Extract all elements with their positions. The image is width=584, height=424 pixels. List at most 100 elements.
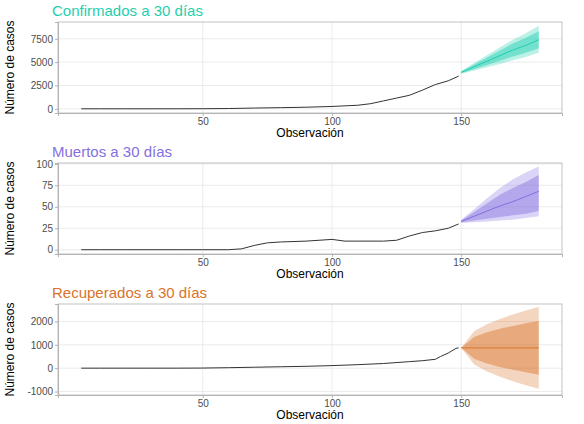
y-axis-title: Número de casos bbox=[3, 302, 17, 396]
tick-label: 0 bbox=[47, 104, 53, 115]
tick-label: 75 bbox=[42, 180, 54, 191]
plot-background bbox=[58, 163, 562, 254]
observed-line bbox=[81, 76, 458, 109]
tick-mark bbox=[55, 228, 58, 229]
tick: 7500 bbox=[31, 34, 58, 45]
marks bbox=[81, 166, 538, 249]
tick: 5000 bbox=[31, 57, 58, 68]
axis-line bbox=[55, 305, 59, 396]
tick-mark bbox=[55, 185, 58, 186]
grid-line bbox=[58, 321, 562, 322]
tick: 150 bbox=[453, 113, 470, 127]
tick-label: 150 bbox=[453, 116, 470, 127]
x-axis: 50 100 150 bbox=[59, 254, 563, 268]
tick: 75 bbox=[42, 180, 58, 191]
tick: 100 bbox=[324, 395, 341, 409]
axis-line bbox=[55, 164, 59, 255]
tick-mark bbox=[55, 39, 58, 40]
tick: 100 bbox=[324, 254, 341, 268]
grid-line bbox=[58, 185, 562, 186]
tick-label: 2500 bbox=[31, 80, 54, 91]
marks bbox=[81, 26, 538, 109]
tick: 50 bbox=[198, 113, 210, 127]
tick: 2500 bbox=[31, 80, 58, 91]
x-axis: 50 100 150 bbox=[59, 113, 563, 127]
tick-label: 0 bbox=[47, 363, 53, 374]
grid-line bbox=[331, 22, 332, 113]
observed-line bbox=[81, 348, 458, 368]
grid-line bbox=[58, 228, 562, 229]
tick-label: 2000 bbox=[31, 316, 54, 327]
band-80 bbox=[461, 175, 539, 222]
plot-frame bbox=[58, 22, 562, 113]
tick-mark bbox=[55, 62, 58, 63]
grid-line bbox=[461, 304, 462, 395]
panel: Recuperados a 30 días-100001000200050100… bbox=[3, 284, 563, 422]
grid-line bbox=[331, 304, 332, 395]
band-80 bbox=[461, 31, 539, 73]
y-axis: 0 2500 5000 7500 bbox=[31, 23, 59, 115]
grid bbox=[58, 304, 562, 395]
tick-label: 7500 bbox=[31, 34, 54, 45]
tick-label: 5000 bbox=[31, 57, 54, 68]
tick-label: 50 bbox=[42, 201, 54, 212]
plot-background bbox=[58, 22, 562, 113]
y-axis: -1000 0 1000 2000 bbox=[27, 305, 58, 398]
tick-label: -1000 bbox=[27, 386, 53, 397]
tick-mark bbox=[55, 250, 58, 251]
axis-line bbox=[59, 396, 563, 399]
chart-title: Confirmados a 30 días bbox=[52, 2, 203, 19]
grid bbox=[58, 22, 562, 113]
y-axis-title: Número de casos bbox=[3, 161, 17, 255]
tick: 50 bbox=[42, 201, 58, 212]
grid-line bbox=[58, 85, 562, 86]
grid-line bbox=[58, 163, 562, 164]
panel: Confirmados a 30 días 0 2500 5000 7500 50 100 1… bbox=[3, 2, 563, 140]
grid-line bbox=[202, 22, 203, 113]
band-95 bbox=[461, 307, 539, 389]
plot-frame bbox=[58, 304, 562, 395]
tick-label: 0 bbox=[47, 244, 53, 255]
tick-label: 50 bbox=[198, 398, 210, 409]
tick-label: 50 bbox=[198, 257, 210, 268]
grid-line bbox=[461, 163, 462, 254]
y-axis: 0 25 50 75 100 bbox=[36, 159, 58, 256]
tick-mark bbox=[55, 345, 58, 346]
observed-line bbox=[81, 224, 458, 250]
panel: Muertos a 30 días 0 25 50 75 100 50 100 150 Obser… bbox=[3, 143, 563, 281]
forecast-line bbox=[461, 347, 539, 348]
tick: 1000 bbox=[31, 340, 58, 351]
plot-frame bbox=[58, 163, 562, 254]
y-axis-title: Número de casos bbox=[3, 20, 17, 114]
band-80 bbox=[461, 321, 539, 375]
grid-line bbox=[331, 163, 332, 254]
tick: 50 bbox=[198, 395, 210, 409]
forecast-line bbox=[461, 191, 539, 221]
grid-line bbox=[202, 304, 203, 395]
tick: 100 bbox=[324, 113, 341, 127]
tick-label: 150 bbox=[453, 398, 470, 409]
chart-title: Muertos a 30 días bbox=[52, 143, 172, 160]
tick-label: 25 bbox=[42, 223, 54, 234]
plot-background bbox=[58, 304, 562, 395]
tick: 150 bbox=[453, 395, 470, 409]
grid-line bbox=[58, 391, 562, 392]
tick: 150 bbox=[453, 254, 470, 268]
tick-label: 100 bbox=[36, 159, 53, 170]
tick-mark bbox=[55, 164, 58, 165]
grid bbox=[58, 163, 562, 254]
figure: Confirmados a 30 días0250050007500501001… bbox=[0, 0, 584, 424]
tick: 0 bbox=[47, 244, 58, 255]
marks bbox=[81, 307, 538, 389]
tick: 25 bbox=[42, 223, 58, 234]
x-axis-title: Observación bbox=[276, 267, 343, 281]
x-axis-title: Observación bbox=[276, 408, 343, 422]
tick-mark bbox=[55, 368, 58, 369]
tick: 0 bbox=[47, 363, 58, 374]
forecast-line bbox=[461, 40, 539, 73]
grid-line bbox=[58, 38, 562, 39]
axis-line bbox=[55, 23, 59, 114]
tick: 100 bbox=[36, 159, 58, 170]
x-axis-title: Observación bbox=[276, 126, 343, 140]
tick: -1000 bbox=[27, 386, 58, 397]
